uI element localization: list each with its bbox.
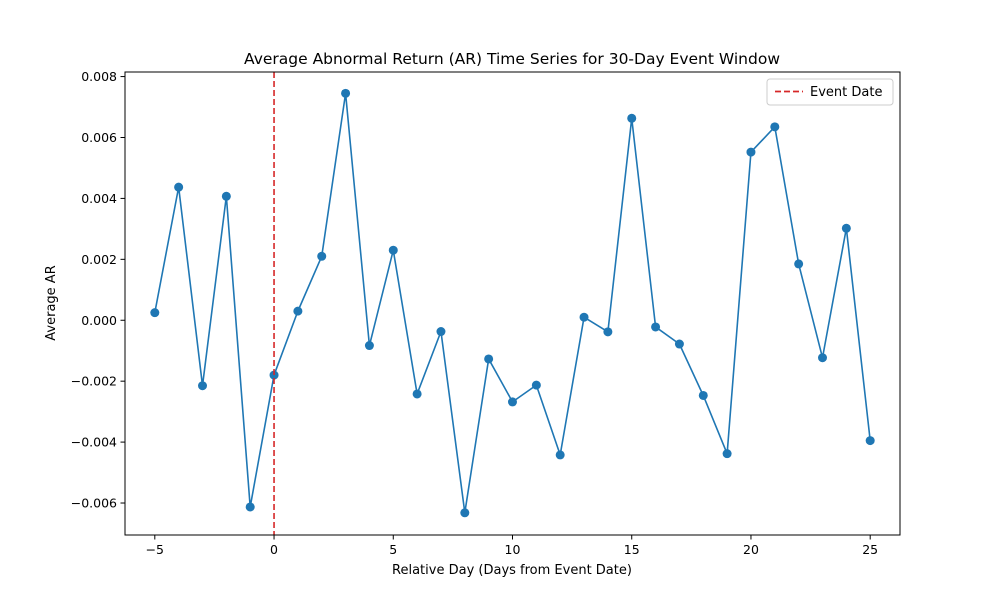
data-point [579, 312, 589, 322]
legend-event-date-label: Event Date [810, 85, 882, 100]
x-tick-label: 25 [862, 542, 878, 557]
data-point [198, 381, 207, 391]
x-axis: −5 0 5 10 15 20 25 [146, 535, 878, 557]
data-point [460, 508, 470, 518]
data-point [794, 259, 804, 269]
data-point [341, 88, 351, 98]
data-point [150, 308, 160, 318]
x-tick-label: −5 [146, 542, 164, 557]
x-tick-label: 20 [743, 542, 759, 557]
plot-area [150, 72, 875, 535]
data-point [174, 182, 184, 192]
y-tick-label: −0.002 [71, 374, 117, 389]
y-tick-label: −0.006 [71, 496, 117, 511]
data-point [746, 147, 756, 157]
data-point [317, 251, 327, 261]
data-point [651, 322, 661, 332]
data-point [436, 327, 446, 337]
data-point [865, 436, 875, 446]
data-point [364, 341, 374, 351]
series-line [154, 92, 871, 514]
data-point [412, 389, 422, 399]
y-tick-label: 0.002 [81, 252, 117, 267]
x-tick-label: 0 [270, 542, 278, 557]
data-point [508, 397, 517, 407]
legend: Event Date [766, 78, 894, 106]
data-point [603, 327, 613, 337]
x-tick-label: 15 [624, 542, 640, 557]
chart-title: Average Abnormal Return (AR) Time Series… [244, 50, 780, 68]
x-axis-label: Relative Day (Days from Event Date) [392, 563, 632, 578]
data-point [722, 449, 732, 459]
data-point [698, 390, 708, 400]
y-tick-label: 0.004 [81, 191, 117, 206]
y-tick-label: 0.006 [81, 130, 117, 145]
data-point [221, 191, 231, 201]
y-axis: −0.006 −0.004 −0.002 0.000 0.002 0.004 0.006 0.… [71, 69, 125, 511]
data-point [388, 245, 398, 255]
y-axis-label: Average AR [44, 265, 59, 340]
data-point [770, 122, 780, 132]
legend-box [766, 78, 894, 106]
data-point [555, 450, 565, 460]
data-point [841, 223, 851, 233]
y-tick-label: 0.000 [81, 313, 117, 328]
data-point [674, 339, 684, 349]
data-point [531, 380, 541, 390]
data-point [245, 502, 255, 512]
x-tick-label: 5 [389, 542, 397, 557]
data-point [818, 353, 827, 363]
data-point [484, 354, 494, 364]
plot-frame [124, 71, 901, 536]
y-tick-label: −0.004 [71, 435, 117, 450]
x-tick-label: 10 [505, 542, 521, 557]
y-tick-label: 0.008 [81, 69, 117, 84]
data-point [627, 113, 637, 123]
data-point [269, 370, 279, 380]
data-point [293, 306, 303, 316]
